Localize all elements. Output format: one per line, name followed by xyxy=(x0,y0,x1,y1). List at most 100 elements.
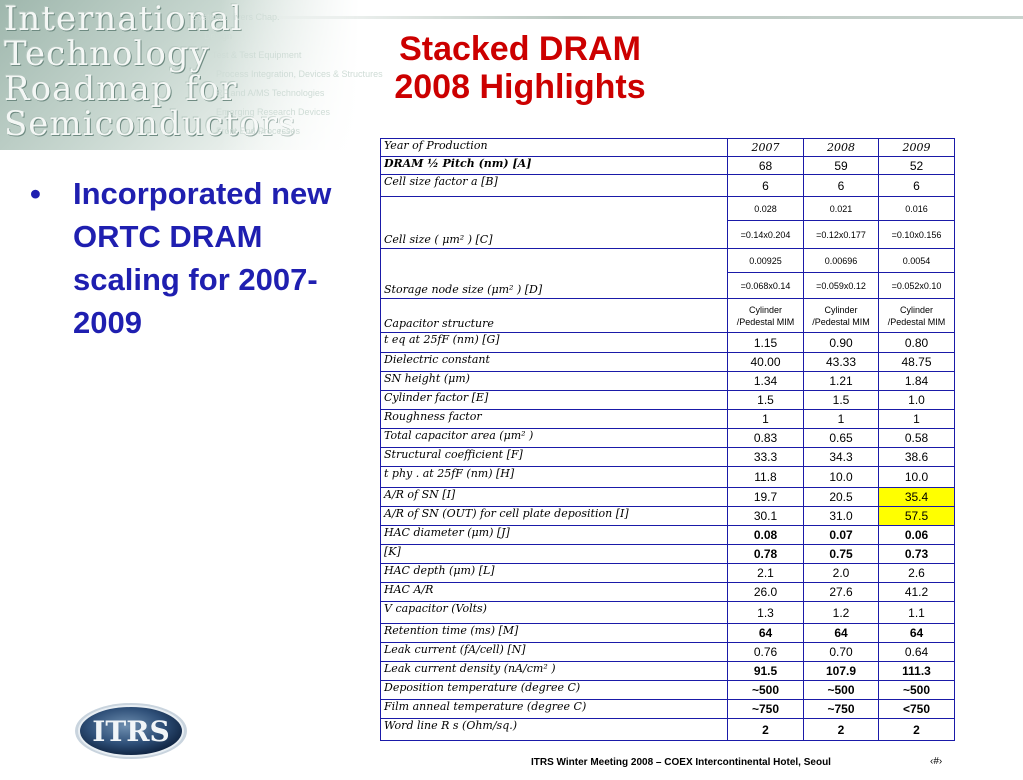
table-row: Storage node size (μm² ) [D] 0.00925 0.0… xyxy=(380,248,955,299)
cell-value: 0.016 xyxy=(878,196,955,221)
slide-title: Stacked DRAM 2008 Highlights xyxy=(340,30,700,106)
row-label: HAC diameter (μm) [J] xyxy=(380,525,728,545)
header-year-2008: 2008 xyxy=(803,138,879,157)
itrs-header-logo: International Technology Roadmap for Sem… xyxy=(0,0,360,150)
cell-value: 0.0054 xyxy=(878,248,955,273)
cell-value: =0.059x0.12 xyxy=(803,272,879,299)
row-label: t phy . at 25fF (nm) [H] xyxy=(380,466,728,488)
cell-value: 0.64 xyxy=(878,642,955,662)
page-number: ‹#› xyxy=(930,756,943,767)
table-row: V capacitor (Volts) 1.3 1.2 1.1 xyxy=(380,601,955,624)
cell-value: Cylinder/Pedestal MIM xyxy=(727,298,804,333)
row-label: [K] xyxy=(380,544,728,564)
dram-highlights-table: Year of Production 2007 2008 2009 DRAM ½… xyxy=(380,138,955,741)
row-label: Total capacitor area (μm² ) xyxy=(380,428,728,448)
cell-value: 1.21 xyxy=(803,371,879,391)
cell-value: ~500 xyxy=(803,680,879,700)
faint-menu-item: RF and A/MS Technologies xyxy=(216,88,325,98)
cell-value: 64 xyxy=(803,623,879,643)
logo-line-1: International xyxy=(4,0,243,39)
cap-line-2: /Pedestal MIM xyxy=(887,316,946,327)
table-row: =0.068x0.14 =0.059x0.12 =0.052x0.10 xyxy=(381,272,955,299)
bullet-icon: • xyxy=(30,176,41,211)
table-row: A/R of SN (OUT) for cell plate depositio… xyxy=(380,506,955,526)
table-header-row: Year of Production 2007 2008 2009 xyxy=(380,138,955,157)
header-year-2007: 2007 xyxy=(727,138,804,157)
faint-menu-item: System Drivers Chap. xyxy=(192,12,280,22)
cell-value: 1.5 xyxy=(803,390,879,410)
cell-value: <750 xyxy=(878,699,955,719)
cell-value: 0.76 xyxy=(727,642,804,662)
logo-line-3: Roadmap for xyxy=(4,69,238,109)
cell-value: =0.052x0.10 xyxy=(878,272,955,299)
faint-menu-item: Test & Test Equipment xyxy=(212,50,302,60)
cap-line-1: Cylinder xyxy=(899,304,933,315)
cell-value: 0.021 xyxy=(803,196,879,221)
table-row: Cylinder factor [E] 1.5 1.5 1.0 xyxy=(380,390,955,410)
cap-line-2: /Pedestal MIM xyxy=(812,316,870,327)
cell-value: 0.58 xyxy=(878,428,955,448)
cell-value: 10.0 xyxy=(803,466,879,488)
faint-chapter-menu: System Drivers Chap. Design Test & Test … xyxy=(192,8,383,141)
cell-value: =0.10x0.156 xyxy=(878,220,955,249)
logo-line-2: Technology xyxy=(4,34,210,74)
cell-value: 52 xyxy=(878,156,955,175)
cell-value: Cylinder/Pedestal MIM xyxy=(803,298,879,333)
row-label: HAC depth (μm) [L] xyxy=(380,563,728,583)
row-label: Capacitor structure xyxy=(380,298,728,333)
row-label: Cell size factor a [B] xyxy=(380,174,728,197)
cell-value: 11.8 xyxy=(727,466,804,488)
row-label: Deposition temperature (degree C) xyxy=(380,680,728,700)
cell-value: 6 xyxy=(727,174,804,197)
table-row: HAC depth (μm) [L] 2.1 2.0 2.6 xyxy=(380,563,955,583)
cell-value: 1 xyxy=(878,409,955,429)
cell-value: 1.5 xyxy=(727,390,804,410)
cell-value: 1.0 xyxy=(878,390,955,410)
cell-value: 0.78 xyxy=(727,544,804,564)
cell-value: 20.5 xyxy=(803,487,879,507)
row-label: Film anneal temperature (degree C) xyxy=(380,699,728,719)
cell-value: 1 xyxy=(727,409,804,429)
cell-value: 107.9 xyxy=(803,661,879,681)
row-label: Retention time (ms) [M] xyxy=(380,623,728,643)
cell-value: 48.75 xyxy=(878,352,955,372)
cap-line-1: Cylinder xyxy=(748,304,782,315)
row-label: Cylinder factor [E] xyxy=(380,390,728,410)
cell-value: 64 xyxy=(878,623,955,643)
table-row: DRAM ½ Pitch (nm) [A] 68 59 52 xyxy=(380,156,955,175)
cell-value: 0.75 xyxy=(803,544,879,564)
cell-value: 0.028 xyxy=(727,196,804,221)
row-label: HAC A/R xyxy=(380,582,728,602)
table-row: A/R of SN [I] 19.7 20.5 35.4 xyxy=(380,487,955,507)
row-label: A/R of SN (OUT) for cell plate depositio… xyxy=(380,506,728,526)
table-row: Cell size factor a [B] 6 6 6 xyxy=(380,174,955,197)
table-row: HAC diameter (μm) [J] 0.08 0.07 0.06 xyxy=(380,525,955,545)
cell-value: 2 xyxy=(878,718,955,741)
table-row: Film anneal temperature (degree C) ~750 … xyxy=(380,699,955,719)
cell-value: 6 xyxy=(878,174,955,197)
title-line-1: Stacked DRAM xyxy=(399,30,641,68)
faint-menu-item: Design xyxy=(204,31,233,41)
cell-value: 91.5 xyxy=(727,661,804,681)
cell-value: 19.7 xyxy=(727,487,804,507)
cell-value: 0.06 xyxy=(878,525,955,545)
table-row: Roughness factor 1 1 1 xyxy=(380,409,955,429)
cell-value: 1.84 xyxy=(878,371,955,391)
cell-value: 41.2 xyxy=(878,582,955,602)
row-label: V capacitor (Volts) xyxy=(380,601,728,624)
cell-value: 2 xyxy=(803,718,879,741)
row-label: Cell size ( μm² ) [C] xyxy=(380,196,728,249)
table-row: t eq at 25fF (nm) [G] 1.15 0.90 0.80 xyxy=(380,332,955,353)
row-label: A/R of SN [I] xyxy=(380,487,728,507)
cell-value: =0.068x0.14 xyxy=(727,272,804,299)
table-row: Word line R s (Ohm/sq.) 2 2 2 xyxy=(380,718,955,741)
cell-value-highlighted: 35.4 xyxy=(878,487,955,507)
table-row: Cell size ( μm² ) [C] 0.028 0.021 0.016 xyxy=(380,196,955,249)
row-label: Dielectric constant xyxy=(380,352,728,372)
cell-value: 43.33 xyxy=(803,352,879,372)
cell-value: Cylinder/Pedestal MIM xyxy=(878,298,955,333)
row-label: Structural coefficient [F] xyxy=(380,447,728,467)
cell-value: 2.6 xyxy=(878,563,955,583)
cell-value: 0.00925 xyxy=(727,248,804,273)
cell-value: 1.34 xyxy=(727,371,804,391)
